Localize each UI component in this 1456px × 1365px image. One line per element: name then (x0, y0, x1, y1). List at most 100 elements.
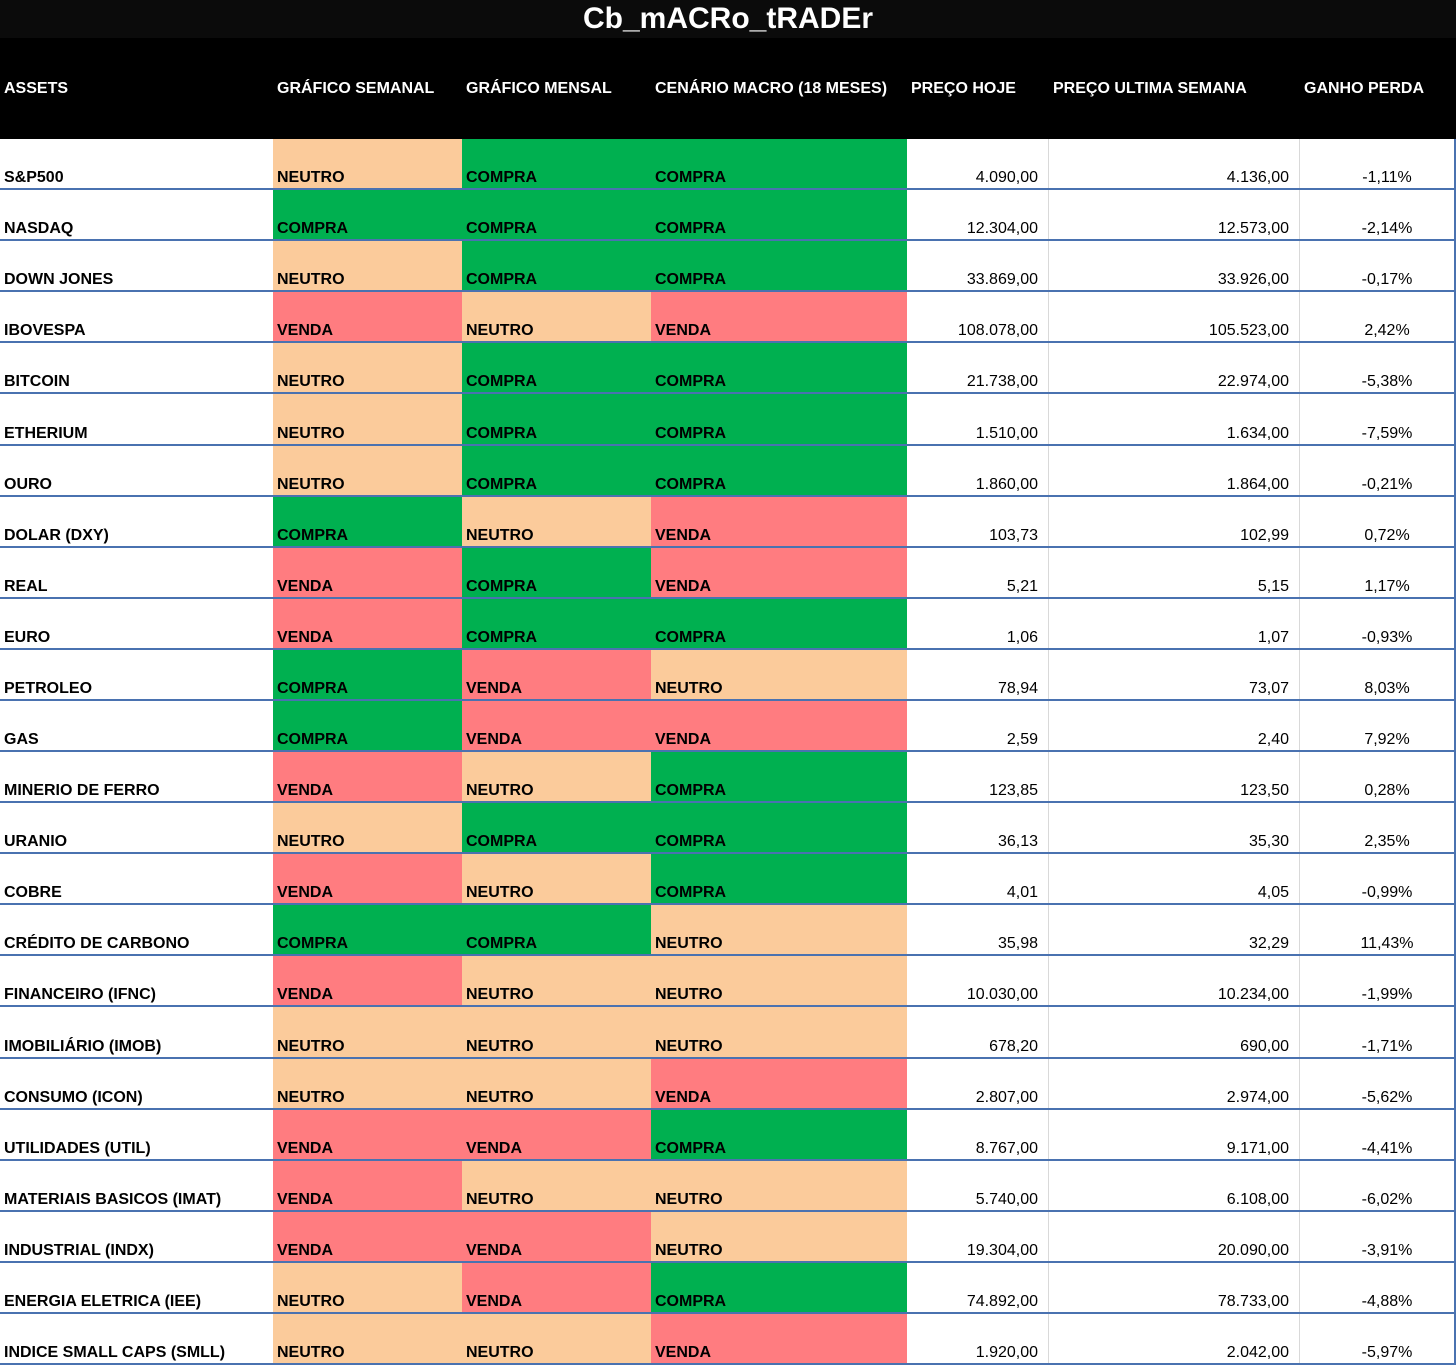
macro-signal-cell[interactable]: COMPRA (651, 803, 907, 852)
monthly-signal-cell[interactable]: VENDA (462, 650, 651, 699)
weekly-signal-cell[interactable]: COMPRA (273, 497, 462, 546)
asset-cell[interactable]: COBRE (4, 884, 62, 901)
price-today-cell[interactable]: 1.860,00 (907, 446, 1049, 495)
macro-signal-cell[interactable]: NEUTRO (651, 1007, 907, 1057)
asset-cell[interactable]: INDUSTRIAL (INDX) (4, 1242, 154, 1259)
price-last-week-cell[interactable]: 2,40 (1049, 701, 1300, 750)
price-last-week-cell[interactable]: 1.864,00 (1049, 446, 1300, 495)
weekly-signal-cell[interactable]: NEUTRO (273, 446, 462, 495)
price-last-week-cell[interactable]: 105.523,00 (1049, 292, 1300, 341)
weekly-signal-cell[interactable]: VENDA (273, 1161, 462, 1210)
price-last-week-cell[interactable]: 10.234,00 (1049, 956, 1300, 1005)
price-today-cell[interactable]: 8.767,00 (907, 1110, 1049, 1159)
price-today-cell[interactable]: 1.510,00 (907, 394, 1049, 444)
gain-loss-cell[interactable]: -7,59% (1361, 425, 1413, 442)
monthly-signal-cell[interactable]: COMPRA (462, 446, 651, 495)
macro-signal-cell[interactable]: VENDA (651, 1314, 907, 1363)
monthly-signal-cell[interactable]: NEUTRO (462, 1161, 651, 1210)
monthly-signal-cell[interactable]: COMPRA (462, 803, 651, 852)
gain-loss-cell[interactable]: 0,28% (1364, 782, 1410, 799)
weekly-signal-cell[interactable]: NEUTRO (273, 1007, 462, 1057)
weekly-signal-cell[interactable]: VENDA (273, 599, 462, 648)
asset-cell[interactable]: URANIO (4, 833, 68, 850)
price-last-week-cell[interactable]: 20.090,00 (1049, 1212, 1300, 1261)
price-last-week-cell[interactable]: 12.573,00 (1049, 190, 1300, 239)
weekly-signal-cell[interactable]: NEUTRO (273, 343, 462, 392)
price-last-week-cell[interactable]: 2.042,00 (1049, 1314, 1300, 1363)
gain-loss-cell[interactable]: -2,14% (1361, 220, 1413, 237)
gain-loss-cell[interactable]: -0,93% (1361, 629, 1413, 646)
header-assets[interactable]: ASSETS (4, 79, 69, 97)
gain-loss-cell[interactable]: -0,21% (1361, 476, 1413, 493)
header-gain-loss[interactable]: GANHO PERDA (1304, 79, 1425, 97)
macro-signal-cell[interactable]: COMPRA (651, 1110, 907, 1159)
monthly-signal-cell[interactable]: COMPRA (462, 548, 651, 597)
header-monthly[interactable]: GRÁFICO MENSAL (466, 79, 612, 97)
macro-signal-cell[interactable]: COMPRA (651, 752, 907, 801)
macro-signal-cell[interactable]: COMPRA (651, 190, 907, 239)
header-price-last-week[interactable]: PREÇO ULTIMA SEMANA (1053, 79, 1247, 97)
asset-cell[interactable]: CONSUMO (ICON) (4, 1089, 143, 1106)
price-last-week-cell[interactable]: 35,30 (1049, 803, 1300, 852)
price-today-cell[interactable]: 2,59 (907, 701, 1049, 750)
macro-signal-cell[interactable]: COMPRA (651, 854, 907, 903)
macro-signal-cell[interactable]: NEUTRO (651, 956, 907, 1005)
price-today-cell[interactable]: 4.090,00 (907, 139, 1049, 188)
monthly-signal-cell[interactable]: COMPRA (462, 139, 651, 188)
macro-signal-cell[interactable]: VENDA (651, 292, 907, 341)
price-last-week-cell[interactable]: 4.136,00 (1049, 139, 1300, 188)
price-today-cell[interactable]: 4,01 (907, 854, 1049, 903)
weekly-signal-cell[interactable]: NEUTRO (273, 139, 462, 188)
asset-cell[interactable]: IMOBILIÁRIO (IMOB) (4, 1038, 162, 1055)
macro-signal-cell[interactable]: COMPRA (651, 343, 907, 392)
price-last-week-cell[interactable]: 9.171,00 (1049, 1110, 1300, 1159)
price-last-week-cell[interactable]: 1,07 (1049, 599, 1300, 648)
asset-cell[interactable]: INDICE SMALL CAPS (SMLL) (4, 1344, 226, 1361)
monthly-signal-cell[interactable]: NEUTRO (462, 497, 651, 546)
weekly-signal-cell[interactable]: NEUTRO (273, 241, 462, 290)
macro-signal-cell[interactable]: NEUTRO (651, 905, 907, 954)
price-today-cell[interactable]: 35,98 (907, 905, 1049, 954)
gain-loss-cell[interactable]: 8,03% (1364, 680, 1410, 697)
gain-loss-cell[interactable]: -4,41% (1361, 1140, 1413, 1157)
gain-loss-cell[interactable]: -5,62% (1361, 1089, 1413, 1106)
weekly-signal-cell[interactable]: NEUTRO (273, 394, 462, 444)
weekly-signal-cell[interactable]: VENDA (273, 292, 462, 341)
weekly-signal-cell[interactable]: COMPRA (273, 190, 462, 239)
macro-signal-cell[interactable]: NEUTRO (651, 650, 907, 699)
macro-signal-cell[interactable]: VENDA (651, 548, 907, 597)
macro-signal-cell[interactable]: COMPRA (651, 446, 907, 495)
weekly-signal-cell[interactable]: VENDA (273, 1212, 462, 1261)
price-last-week-cell[interactable]: 6.108,00 (1049, 1161, 1300, 1210)
asset-cell[interactable]: BITCOIN (4, 373, 70, 390)
gain-loss-cell[interactable]: -4,88% (1361, 1293, 1413, 1310)
asset-cell[interactable]: S&P500 (4, 169, 64, 186)
macro-signal-cell[interactable]: COMPRA (651, 599, 907, 648)
monthly-signal-cell[interactable]: NEUTRO (462, 1314, 651, 1363)
macro-signal-cell[interactable]: NEUTRO (651, 1161, 907, 1210)
gain-loss-cell[interactable]: -1,99% (1361, 986, 1413, 1003)
price-today-cell[interactable]: 10.030,00 (907, 956, 1049, 1005)
price-last-week-cell[interactable]: 4,05 (1049, 854, 1300, 903)
monthly-signal-cell[interactable]: VENDA (462, 1212, 651, 1261)
macro-signal-cell[interactable]: VENDA (651, 1059, 907, 1108)
asset-cell[interactable]: EURO (4, 629, 51, 646)
price-today-cell[interactable]: 74.892,00 (907, 1263, 1049, 1312)
monthly-signal-cell[interactable]: VENDA (462, 1263, 651, 1312)
monthly-signal-cell[interactable]: VENDA (462, 1110, 651, 1159)
asset-cell[interactable]: REAL (4, 578, 48, 595)
weekly-signal-cell[interactable]: COMPRA (273, 701, 462, 750)
asset-cell[interactable]: MINERIO DE FERRO (4, 782, 160, 799)
monthly-signal-cell[interactable]: NEUTRO (462, 1007, 651, 1057)
asset-cell[interactable]: MATERIAIS BASICOS (IMAT) (4, 1191, 222, 1208)
weekly-signal-cell[interactable]: VENDA (273, 1110, 462, 1159)
gain-loss-cell[interactable]: 11,43% (1360, 935, 1414, 952)
price-today-cell[interactable]: 5.740,00 (907, 1161, 1049, 1210)
price-last-week-cell[interactable]: 123,50 (1049, 752, 1300, 801)
asset-cell[interactable]: ETHERIUM (4, 425, 88, 442)
header-macro[interactable]: CENÁRIO MACRO (18 MESES) (655, 79, 888, 97)
monthly-signal-cell[interactable]: NEUTRO (462, 956, 651, 1005)
asset-cell[interactable]: UTILIDADES (UTIL) (4, 1140, 151, 1157)
gain-loss-cell[interactable]: 2,35% (1364, 833, 1410, 850)
price-today-cell[interactable]: 103,73 (907, 497, 1049, 546)
